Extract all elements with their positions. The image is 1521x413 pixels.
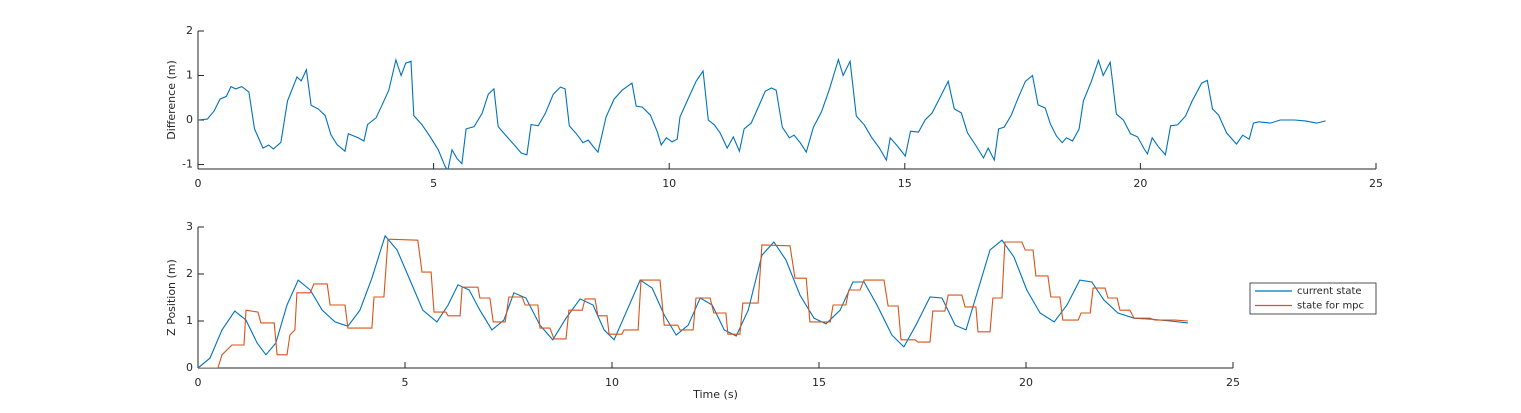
x-tick-label: 25 <box>1226 376 1240 389</box>
x-tick-label: 5 <box>430 177 437 190</box>
y-tick-label: 1 <box>186 314 193 327</box>
data-line <box>198 57 1326 169</box>
y-tick-label: 1 <box>186 69 193 82</box>
y-axis-label: Difference (m) <box>165 60 178 140</box>
x-tick-label: 0 <box>195 376 202 389</box>
y-tick-label: -1 <box>182 158 193 171</box>
y-tick-label: 2 <box>186 267 193 280</box>
legend-label: current state <box>1297 286 1362 297</box>
y-tick-label: 0 <box>186 361 193 374</box>
y-tick-label: 2 <box>186 24 193 37</box>
y-tick-label: 3 <box>186 220 193 233</box>
x-tick-label: 5 <box>402 376 409 389</box>
x-axis-label: Time (s) <box>692 388 738 401</box>
legend-label: state for mpc <box>1297 301 1364 312</box>
x-tick-label: 0 <box>195 177 202 190</box>
x-tick-label: 15 <box>898 177 912 190</box>
data-line <box>198 238 1188 368</box>
x-tick-label: 20 <box>1019 376 1033 389</box>
x-tick-label: 10 <box>605 376 619 389</box>
x-tick-label: 15 <box>812 376 826 389</box>
y-axis-label: Z Position (m) <box>165 259 178 336</box>
x-tick-label: 10 <box>662 177 676 190</box>
legend-box <box>1249 282 1377 315</box>
subplot: 0 5 10 15 20 25 0 1 2 3 Z Position (m) Time (s) curr… <box>165 220 1377 401</box>
x-tick-label: 20 <box>1133 177 1147 190</box>
y-tick-label: 0 <box>186 113 193 126</box>
data-line <box>198 234 1188 368</box>
x-tick-label: 25 <box>1369 177 1383 190</box>
